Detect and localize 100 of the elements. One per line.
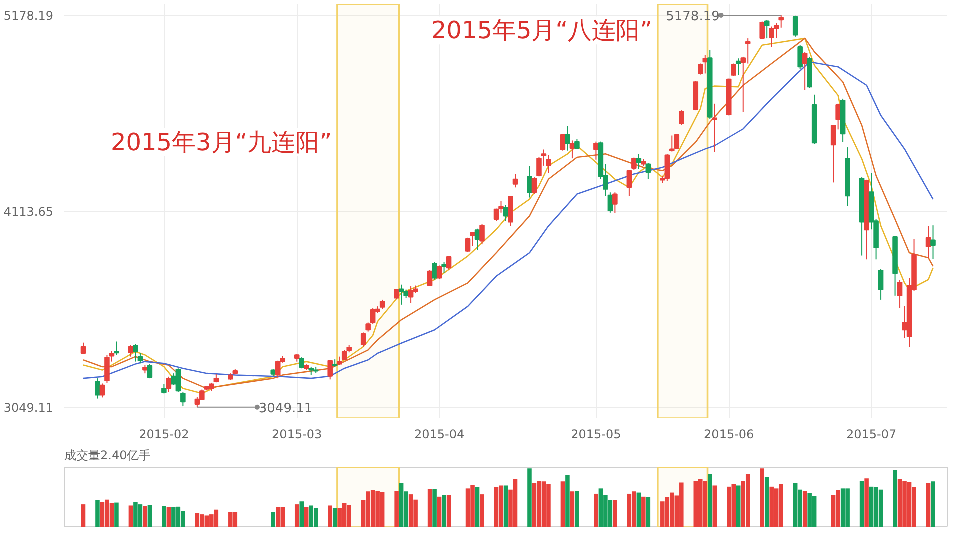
bar [570, 492, 575, 527]
candlestick [679, 110, 684, 126]
bar [864, 478, 869, 527]
bar [328, 506, 332, 527]
bar [646, 498, 651, 527]
bar [428, 489, 432, 527]
candlestick [760, 21, 765, 40]
bar [594, 494, 598, 527]
candlestick [836, 103, 841, 130]
candlestick [180, 391, 186, 408]
candlestick [512, 174, 518, 188]
x-tick-label: 2015-02 [139, 428, 190, 442]
candlestick [570, 140, 576, 160]
bar [271, 512, 276, 527]
candlestick [432, 262, 438, 280]
bar [764, 478, 770, 527]
candlestick [608, 192, 614, 214]
candlestick [565, 126, 570, 152]
candlestick [926, 226, 932, 258]
bar [760, 468, 764, 527]
bar [437, 496, 442, 527]
annotation: 3049.11 [258, 401, 313, 416]
x-tick-label: 2015-03 [272, 428, 322, 442]
candlestick [128, 344, 134, 358]
candlestick [798, 44, 803, 70]
candlestick [436, 265, 442, 280]
chart-title: 成交量2.40亿手 [64, 448, 152, 462]
candlestick [299, 357, 304, 370]
candlestick [114, 341, 120, 356]
candlestick [930, 225, 936, 260]
candlestick [897, 280, 903, 309]
candlestick [532, 177, 538, 195]
candlestick [427, 270, 433, 288]
candlestick [778, 15, 784, 28]
bar [294, 504, 300, 527]
bar [148, 505, 152, 527]
bar [143, 506, 148, 527]
candlestick [632, 157, 637, 170]
candlestick [878, 268, 884, 300]
candlestick [328, 360, 333, 380]
bar [96, 500, 100, 527]
x-tick-label: 2015-04 [414, 428, 465, 442]
candlestick [80, 342, 86, 355]
bar [712, 486, 718, 527]
candlestick [736, 58, 742, 76]
bar [926, 483, 931, 527]
candlestick [612, 192, 618, 214]
bar [613, 500, 618, 527]
candlestick [626, 169, 632, 197]
bar [560, 482, 566, 527]
bar [394, 491, 399, 527]
bar [128, 506, 134, 527]
bar [528, 468, 532, 527]
candlestick [360, 332, 366, 348]
bar [642, 496, 646, 527]
candlestick [100, 383, 106, 398]
bar [480, 494, 484, 527]
candlestick [830, 124, 836, 184]
candlestick [162, 384, 167, 394]
bar [81, 504, 86, 527]
bar [566, 475, 570, 527]
y-tick-label: 4113.65 [4, 204, 54, 219]
x-tick-label: 2015-05 [571, 428, 622, 442]
candlestick [636, 154, 642, 170]
candlestick [527, 166, 532, 198]
bar [708, 474, 712, 527]
bar [475, 488, 480, 527]
candlestick [147, 364, 153, 380]
bar [931, 482, 936, 527]
bar [442, 495, 446, 527]
bar [893, 470, 898, 527]
candlestick [480, 224, 485, 246]
candlestick [442, 262, 447, 274]
bar [802, 491, 808, 527]
annotation: 2015年5月“八连阳” [431, 16, 653, 45]
bar [304, 508, 309, 527]
candlestick [465, 237, 471, 253]
bar [300, 502, 304, 527]
candlestick [470, 232, 476, 247]
candlestick [594, 141, 599, 160]
x-tick-label: 2015-06 [704, 428, 754, 442]
candlestick [166, 376, 172, 392]
y-tick-label: 3049.11 [4, 400, 54, 415]
candlestick [764, 20, 770, 40]
candlestick [138, 353, 144, 364]
annotation: 2015年3月“九连阳” [110, 128, 332, 156]
candlestick [802, 51, 808, 91]
candlestick [446, 256, 452, 270]
x-tick-label: 2015-07 [846, 428, 897, 442]
bar [736, 486, 741, 527]
bar [166, 508, 172, 527]
bar [332, 508, 338, 527]
candlestick [792, 15, 798, 38]
bar [636, 492, 642, 527]
bar [575, 491, 580, 527]
bar [114, 502, 119, 527]
bar [162, 506, 166, 527]
candlestick [646, 162, 652, 180]
candlestick [133, 344, 138, 362]
y-tick-label: 5178.19 [4, 9, 54, 24]
